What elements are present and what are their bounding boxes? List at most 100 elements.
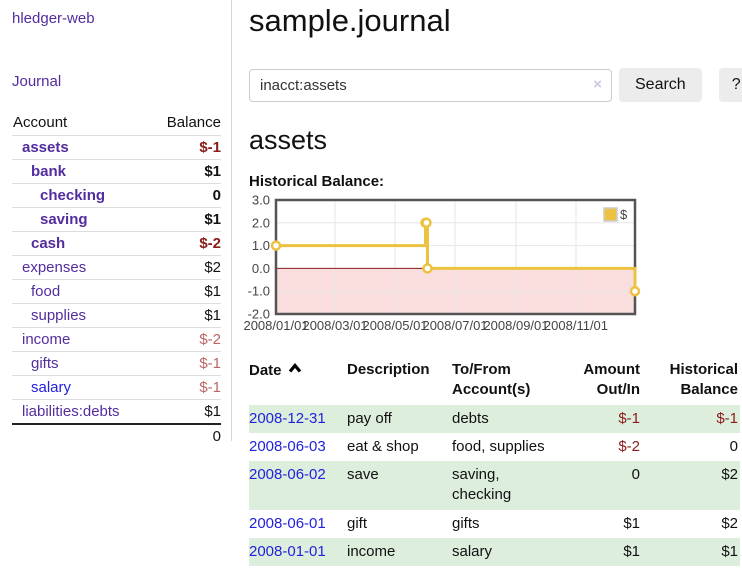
account-cell: bank [12, 160, 150, 184]
register-header-date-label: Date [249, 362, 282, 379]
transaction-balance: $2 [721, 466, 738, 483]
transaction-date-link[interactable]: 2008-06-03 [249, 437, 326, 455]
transaction-row: 2008-06-03 eat & shop food, supplies $-2 0 [249, 433, 740, 461]
account-link[interactable]: income [22, 331, 71, 348]
accounts-total-row: 0 [12, 423, 221, 448]
x-tick-label: 2008/05/01 [362, 318, 427, 333]
transaction-amount: $1 [623, 514, 640, 532]
account-cell: expenses [12, 256, 150, 280]
transaction-amount: $1 [623, 542, 640, 560]
accounts-total-spacer [12, 423, 151, 448]
transaction-description: gift [347, 514, 368, 532]
search-input[interactable] [249, 68, 612, 102]
clear-search-icon[interactable]: × [593, 75, 602, 93]
account-row: saving $1 [12, 207, 221, 232]
x-tick-label: 2008/09/01 [483, 318, 548, 333]
account-balance: $-1 [199, 139, 221, 156]
transaction-date-link[interactable]: 2008-01-01 [249, 542, 326, 560]
search-form: × Search ? [249, 68, 742, 102]
account-balance: $1 [204, 283, 221, 300]
account-balance: $-1 [199, 355, 221, 372]
transaction-row: 2008-01-01 income salary $1 $1 [249, 537, 740, 566]
account-balance: $-2 [199, 331, 221, 348]
page-title: sample.journal [249, 3, 451, 38]
brand-link[interactable]: hledger-web [12, 10, 95, 27]
account-link[interactable]: expenses [22, 259, 87, 276]
account-link[interactable]: liabilities:debts [22, 403, 120, 420]
account-cell: checking [12, 184, 150, 208]
search-button[interactable]: Search [619, 68, 702, 102]
transaction-balance: $2 [721, 514, 738, 532]
account-row: checking 0 [12, 183, 221, 208]
chart-title: Historical Balance: [249, 173, 385, 190]
account-balance: 0 [212, 187, 221, 204]
account-row: assets $-1 [12, 135, 221, 160]
accounts-header-balance: Balance [166, 114, 221, 131]
account-cell: supplies [12, 304, 150, 328]
transaction-balance: $1 [721, 542, 738, 560]
account-link[interactable]: checking [40, 187, 106, 204]
account-link[interactable]: supplies [31, 307, 87, 324]
accounts-header-account: Account [13, 114, 68, 131]
legend-label: $ [620, 207, 628, 222]
transaction-amount: $-1 [618, 409, 640, 427]
account-link[interactable]: bank [31, 163, 67, 180]
account-row: salary $-1 [12, 375, 221, 400]
account-row: expenses $2 [12, 255, 221, 280]
account-balance: $1 [204, 307, 221, 324]
accounts-table-body: assets $-1 bank $1 checking 0 saving $1 cash $-2 e… [12, 135, 221, 425]
search-input-wrap: × [249, 68, 612, 102]
plot-border [274, 198, 637, 316]
y-tick-label: 2.0 [252, 215, 270, 230]
account-balance: $-1 [199, 379, 221, 396]
account-cell: gifts [12, 352, 150, 376]
transaction-balance: $-1 [716, 409, 738, 427]
account-cell: cash [12, 232, 150, 256]
account-row: supplies $1 [12, 303, 221, 328]
account-balance: $1 [204, 403, 221, 420]
sort-ascending-icon [288, 360, 302, 380]
register-header-date[interactable]: Date [249, 358, 347, 405]
x-tick-label: 2008/03/01 [302, 318, 367, 333]
account-link[interactable]: cash [31, 235, 66, 252]
transaction-row: 2008-06-02 save saving, checking 0 $2 [249, 461, 740, 510]
account-balance: $-2 [199, 235, 221, 252]
account-row: bank $1 [12, 159, 221, 184]
register-header-description: Description [347, 361, 430, 378]
transaction-date-link[interactable]: 2008-06-02 [249, 466, 326, 483]
account-link[interactable]: assets [22, 139, 69, 156]
transaction-date-link[interactable]: 2008-12-31 [249, 409, 326, 427]
transaction-date-cell: 2008-06-03 [249, 433, 347, 461]
account-link[interactable]: salary [31, 379, 72, 396]
y-tick-label: -1.0 [248, 284, 270, 299]
x-tick-label: 2008/11/01 [544, 318, 608, 333]
account-heading: assets [249, 125, 328, 155]
transaction-date-cell: 2008-12-31 [249, 405, 347, 433]
account-link[interactable]: saving [40, 211, 88, 228]
account-row: income $-2 [12, 327, 221, 352]
transaction-amount: 0 [631, 466, 640, 483]
transaction-accounts: gifts [452, 514, 480, 532]
account-cell: income [12, 328, 150, 352]
accounts-table: Account Balance assets $-1 bank $1 checking 0… [12, 111, 221, 448]
account-row: cash $-2 [12, 231, 221, 256]
account-cell: saving [12, 208, 150, 232]
transaction-description: eat & shop [347, 437, 419, 455]
sidebar-item-journal[interactable]: Journal [12, 73, 62, 90]
accounts-header-row: Account Balance [12, 111, 221, 136]
search-help-button[interactable]: ? [718, 68, 742, 102]
account-link[interactable]: gifts [31, 355, 59, 372]
account-link[interactable]: food [31, 283, 61, 300]
x-tick-label: 2008/07/01 [422, 318, 487, 333]
transaction-date-cell: 2008-06-02 [249, 461, 347, 510]
account-cell: salary [12, 376, 150, 400]
transaction-accounts: debts [452, 409, 489, 427]
account-row: liabilities:debts $1 [12, 399, 221, 425]
transaction-date-link[interactable]: 2008-06-01 [249, 514, 326, 532]
sidebar: hledger-web Journal Account Balance asse… [0, 0, 232, 448]
y-tick-label: -2.0 [248, 307, 270, 322]
data-point-marker [629, 285, 641, 297]
historical-balance-chart: $3.0 2.0 1.0 0.0 -1.0 -2.02008/01/012008/03/0… [243, 193, 641, 333]
account-cell: liabilities:debts [12, 400, 150, 425]
y-tick-label: 1.0 [252, 238, 270, 253]
